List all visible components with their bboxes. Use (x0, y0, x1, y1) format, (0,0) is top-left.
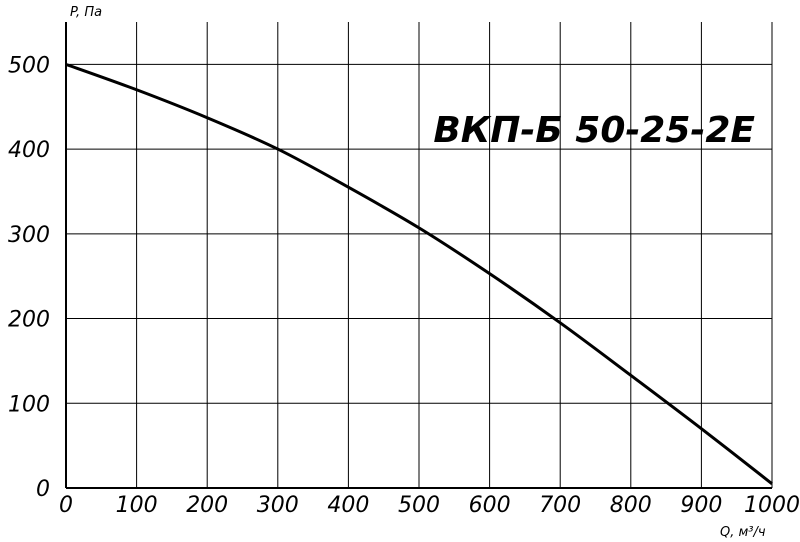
x-tick-label-1000: 1000 (744, 493, 800, 518)
y-tick-label-0: 0 (36, 477, 50, 502)
series-line-0 (65, 62, 773, 485)
x-tick-label-400: 400 (327, 493, 369, 518)
x-tick-label-700: 700 (539, 493, 581, 518)
y-tick-label-200: 200 (8, 308, 50, 333)
y-axis-label: P, Па (70, 5, 102, 20)
x-tick-label-300: 300 (257, 493, 299, 518)
grid (66, 22, 773, 488)
x-tick-label-0: 0 (59, 493, 73, 518)
x-tick-label-500: 500 (398, 493, 440, 518)
x-tick-label-600: 600 (469, 493, 511, 518)
x-tick-label-900: 900 (680, 493, 722, 518)
y-tick-label-100: 100 (8, 392, 50, 417)
axes (65, 22, 772, 489)
x-axis-label: Q, м³/ч (720, 525, 766, 540)
x-tick-label-800: 800 (610, 493, 652, 518)
y-tick-label-400: 400 (8, 138, 50, 163)
chart-title: ВКП-Б 50-25-2E (433, 110, 755, 151)
x-tick-label-200: 200 (186, 493, 228, 518)
y-tick-label-300: 300 (8, 223, 50, 248)
series (65, 62, 773, 485)
x-tick-label-100: 100 (116, 493, 158, 518)
tick-labels: 0 100 200 300 400 500 600 700 800 900 1000 0 100 200 3… (8, 53, 800, 518)
y-tick-label-500: 500 (8, 53, 50, 78)
